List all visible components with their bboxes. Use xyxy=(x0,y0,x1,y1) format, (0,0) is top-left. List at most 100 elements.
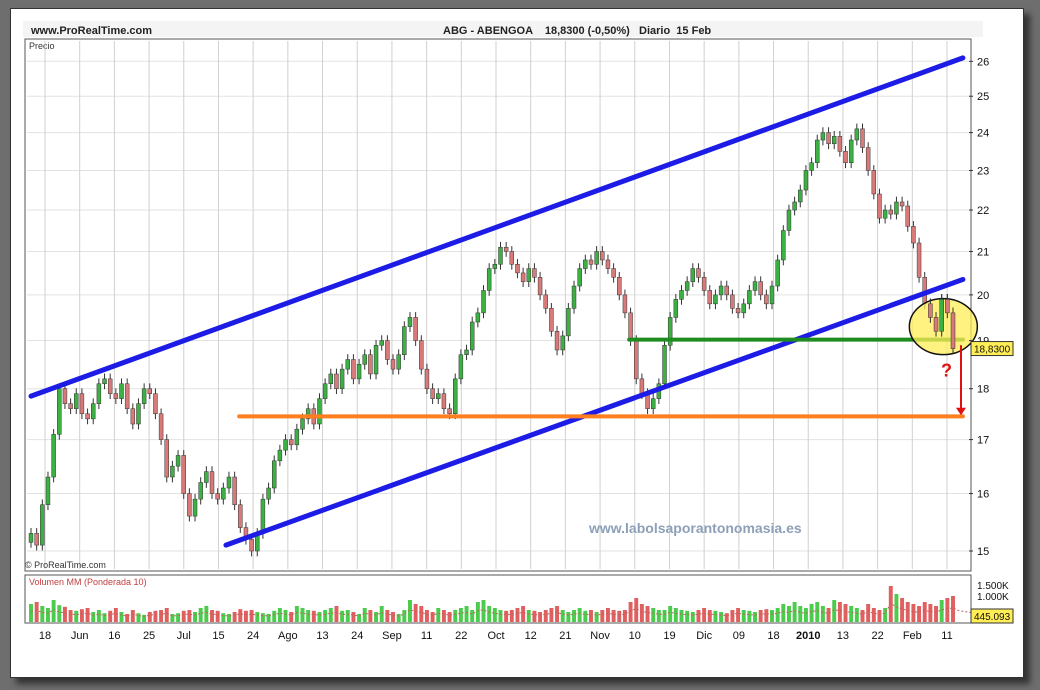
candle-body-132 xyxy=(775,259,780,287)
candle-body-123 xyxy=(724,285,729,296)
volume-bar-90 xyxy=(538,612,543,622)
candle-body-32 xyxy=(209,471,215,494)
candle-body-96 xyxy=(571,285,577,309)
volume-bar-77 xyxy=(464,606,469,622)
header-site[interactable]: www.ProRealTime.com xyxy=(30,25,152,37)
candle-body-97 xyxy=(577,268,582,287)
candle-body-104 xyxy=(617,277,622,296)
volume-bar-96 xyxy=(572,610,576,622)
volume-bar-69 xyxy=(419,606,424,622)
candle-body-115 xyxy=(679,290,684,300)
candle-body-54 xyxy=(334,373,339,389)
candle-body-13 xyxy=(102,378,107,385)
volume-bar-103 xyxy=(611,610,616,622)
candle-body-150 xyxy=(877,193,882,219)
candle-body-137 xyxy=(803,170,809,191)
candle-body-141 xyxy=(826,132,831,145)
volume-bar-141 xyxy=(826,608,831,622)
volume-bar-4 xyxy=(51,600,56,622)
volume-bar-115 xyxy=(679,610,684,622)
candle-body-130 xyxy=(764,294,769,305)
volume-bar-57 xyxy=(351,612,356,622)
volume-bar-130 xyxy=(764,609,769,622)
volume-bar-132 xyxy=(775,608,780,622)
volume-bar-52 xyxy=(323,610,328,622)
candle-body-45 xyxy=(283,439,288,451)
volume-bar-79 xyxy=(475,602,480,622)
candle-body-53 xyxy=(328,373,334,385)
volume-bar-112 xyxy=(662,610,667,622)
volume-bar-7 xyxy=(68,610,73,622)
volume-bar-106 xyxy=(628,602,633,622)
volume-tick-1: 1.000K xyxy=(977,592,1009,603)
candle-body-1 xyxy=(34,533,39,546)
volume-bar-30 xyxy=(198,608,203,622)
candle-body-68 xyxy=(413,317,418,341)
volume-bar-75 xyxy=(453,610,458,622)
volume-bar-60 xyxy=(368,610,373,622)
date-tick-17: 10 xyxy=(629,630,641,642)
channel-lower-line xyxy=(223,276,966,548)
volume-bar-28 xyxy=(187,610,192,622)
volume-bar-116 xyxy=(685,610,690,622)
volume-bar-34 xyxy=(221,613,226,622)
candle-body-49 xyxy=(305,408,311,420)
volume-bar-81 xyxy=(487,606,492,622)
candle-body-129 xyxy=(758,281,763,296)
volume-bar-126 xyxy=(741,610,746,622)
price-tick-18: 18 xyxy=(977,384,989,396)
date-tick-16: Nov xyxy=(590,630,610,642)
candle-body-0 xyxy=(28,533,34,543)
candle-body-83 xyxy=(498,246,503,265)
volume-bar-107 xyxy=(634,598,639,622)
candle-body-5 xyxy=(57,388,62,435)
candle-body-135 xyxy=(792,201,797,211)
candle-body-8 xyxy=(74,393,79,409)
volume-bar-156 xyxy=(911,604,916,622)
volume-bar-13 xyxy=(102,613,107,622)
price-tick-25: 25 xyxy=(977,91,989,103)
candle-body-46 xyxy=(288,439,294,446)
candle-body-56 xyxy=(345,359,350,370)
candle-body-66 xyxy=(402,326,407,355)
volume-bar-149 xyxy=(871,608,876,622)
candle-body-98 xyxy=(583,259,588,269)
volume-bar-15 xyxy=(113,608,118,622)
candle-body-71 xyxy=(430,388,435,399)
volume-bar-83 xyxy=(498,610,503,622)
date-tick-11: 11 xyxy=(421,630,432,642)
candle-body-51 xyxy=(317,398,322,425)
candle-body-18 xyxy=(130,408,136,425)
volume-bar-122 xyxy=(719,612,724,622)
highlight-candle-body-163 xyxy=(950,312,956,349)
candle-body-118 xyxy=(696,268,701,278)
volume-bar-120 xyxy=(707,610,712,622)
candle-body-105 xyxy=(622,294,628,314)
candle-body-69 xyxy=(419,340,424,370)
volume-bar-91 xyxy=(543,610,548,622)
volume-bar-38 xyxy=(243,610,248,622)
volume-bar-9 xyxy=(79,609,84,622)
volume-bar-117 xyxy=(690,612,695,622)
volume-bar-22 xyxy=(153,610,158,622)
candle-body-151 xyxy=(882,209,888,219)
candle-body-153 xyxy=(894,201,899,215)
volume-bar-111 xyxy=(656,610,661,622)
volume-bar-148 xyxy=(866,604,871,622)
volume-bar-48 xyxy=(300,608,305,622)
volume-bar-140 xyxy=(820,606,825,622)
candle-body-2 xyxy=(40,504,45,546)
volume-bar-128 xyxy=(753,612,757,622)
date-tick-23: 13 xyxy=(837,630,849,642)
volume-bar-1 xyxy=(34,602,39,622)
price-tick-21: 21 xyxy=(977,246,989,258)
candle-body-23 xyxy=(158,413,164,440)
volume-bar-58 xyxy=(357,614,362,622)
candle-body-37 xyxy=(238,504,243,528)
candle-body-106 xyxy=(628,312,633,341)
volume-bar-147 xyxy=(860,610,865,622)
volume-bar-158 xyxy=(922,602,927,622)
volume-bar-87 xyxy=(521,606,526,622)
candle-body-92 xyxy=(549,308,554,332)
volume-bar-144 xyxy=(843,604,848,622)
